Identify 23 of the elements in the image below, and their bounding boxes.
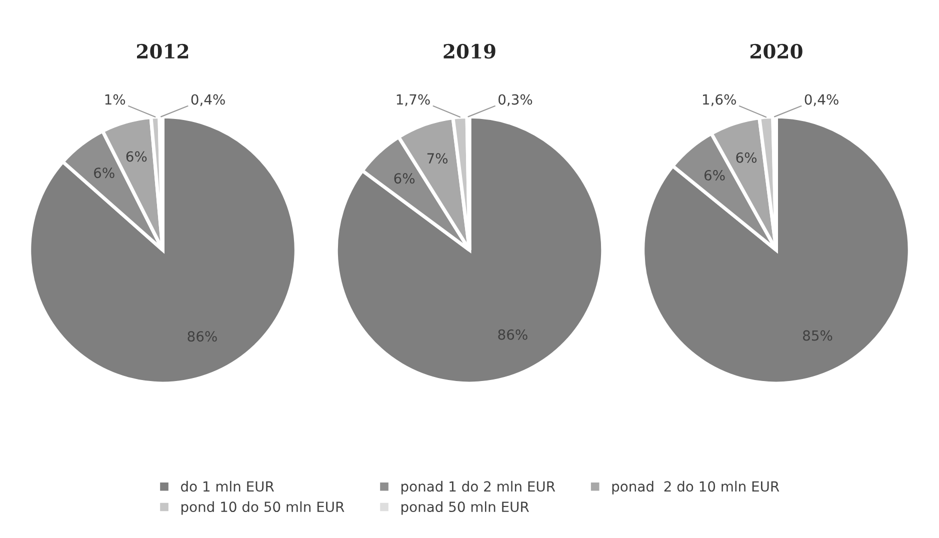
data-label: 0,4%	[804, 94, 838, 106]
legend-label: do 1 mln EUR	[180, 480, 274, 492]
chart-title: 2012	[137, 44, 188, 59]
data-label: 6%	[736, 152, 757, 163]
legend-label: pond 10 do 50 mln EUR	[181, 501, 344, 515]
chart-title: 2020	[750, 44, 802, 59]
data-label: 6%	[394, 173, 415, 184]
data-label: 1,7%	[396, 94, 430, 106]
data-label: 6%	[126, 151, 147, 162]
data-label: 7%	[427, 153, 448, 164]
data-label: 86%	[498, 329, 528, 340]
data-label: 1%	[105, 94, 126, 105]
data-label: 6%	[704, 170, 725, 181]
data-label: 86%	[188, 331, 217, 342]
data-label: 0,4%	[191, 94, 225, 106]
data-label: 6%	[94, 168, 114, 178]
data-label: 0,3%	[498, 94, 532, 106]
chart-title: 2019	[444, 44, 496, 59]
legend-label: ponad 50 mln EUR	[401, 501, 529, 515]
data-label: 1,6%	[702, 94, 736, 106]
legend-label: ponad 1 do 2 mln EUR	[401, 480, 556, 494]
legend-label: ponad 2 do 10 mln EUR	[612, 480, 780, 494]
data-label: 85%	[803, 330, 832, 341]
